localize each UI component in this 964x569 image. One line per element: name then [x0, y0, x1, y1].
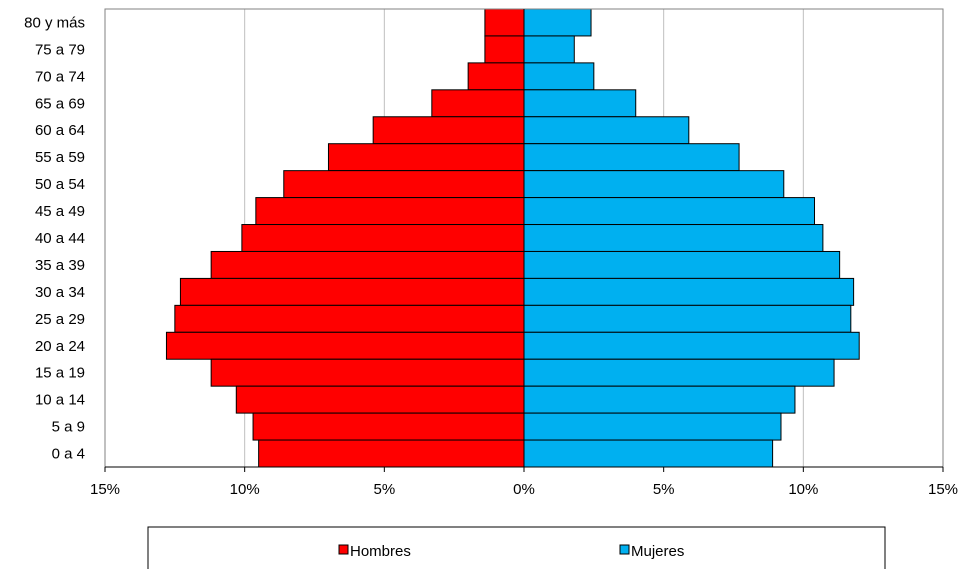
bar-hombres: [283, 170, 525, 199]
y-tick-labels: 80 y más 75 a 79 70 a 74 65 a 69 60 a 64 55 a…: [24, 14, 85, 462]
y-tick-label: 45 a 49: [35, 203, 85, 220]
bar-mujeres: [523, 143, 740, 172]
bars: [165, 8, 860, 468]
bar-mujeres: [523, 439, 774, 468]
bar-hombres: [327, 143, 525, 172]
bar-mujeres: [523, 358, 835, 387]
bar-mujeres: [523, 250, 841, 279]
legend-swatch-mujeres: [619, 544, 630, 555]
bar-mujeres: [523, 89, 637, 118]
bar-hombres: [258, 439, 525, 468]
y-tick-label: 10 a 14: [35, 392, 85, 409]
bar-mujeres: [523, 331, 860, 360]
bar-mujeres: [523, 116, 690, 145]
bar-mujeres: [523, 8, 592, 37]
bar-mujeres: [523, 170, 785, 199]
bar-hombres: [252, 412, 525, 441]
y-tick-label: 70 a 74: [35, 68, 85, 85]
x-tick-label: 5%: [373, 481, 395, 498]
y-tick-label: 60 a 64: [35, 122, 85, 139]
legend: Hombres Mujeres: [147, 526, 886, 569]
bar-hombres: [255, 197, 525, 226]
bar-mujeres: [523, 412, 782, 441]
y-tick-label: 35 a 39: [35, 257, 85, 274]
x-tick-labels: 15% 10% 5% 0% 5% 10% 15%: [90, 481, 958, 498]
x-tick-label: 5%: [653, 481, 675, 498]
bar-hombres: [241, 224, 525, 252]
bar-hombres: [484, 8, 525, 37]
bar-mujeres: [523, 197, 816, 226]
legend-box: [147, 526, 886, 569]
x-tick-label: 15%: [928, 481, 958, 498]
x-tick-label: 15%: [90, 481, 120, 498]
y-tick-label: 75 a 79: [35, 41, 85, 58]
y-tick-label: 50 a 54: [35, 176, 85, 193]
bar-mujeres: [523, 224, 824, 252]
y-tick-label: 0 a 4: [52, 446, 85, 463]
x-tick-label: 10%: [230, 481, 260, 498]
bar-hombres: [210, 358, 525, 387]
bar-hombres: [372, 116, 525, 145]
bar-hombres: [165, 331, 525, 360]
bar-mujeres: [523, 304, 852, 333]
bar-mujeres: [523, 35, 575, 64]
bar-hombres: [431, 89, 525, 118]
y-tick-label: 20 a 24: [35, 338, 85, 355]
bar-hombres: [484, 35, 525, 64]
legend-label-hombres: Hombres: [350, 543, 411, 560]
legend-label-mujeres: Mujeres: [631, 543, 684, 560]
y-tick-label: 80 y más: [24, 14, 85, 31]
y-tick-label: 15 a 19: [35, 365, 85, 382]
x-tick-label: 10%: [788, 481, 818, 498]
bar-mujeres: [523, 385, 796, 414]
bar-mujeres: [523, 277, 855, 306]
y-tick-label: 40 a 44: [35, 230, 85, 247]
y-tick-label: 5 a 9: [52, 419, 85, 436]
bar-hombres: [467, 62, 525, 91]
y-tick-label: 65 a 69: [35, 95, 85, 112]
legend-swatch-hombres: [338, 544, 349, 555]
bar-mujeres: [523, 62, 595, 91]
bar-hombres: [179, 277, 525, 306]
y-tick-label: 55 a 59: [35, 149, 85, 166]
y-tick-label: 30 a 34: [35, 284, 85, 301]
bar-hombres: [235, 385, 525, 414]
x-tick-label: 0%: [513, 481, 535, 498]
axes: [104, 8, 944, 472]
y-tick-label: 25 a 29: [35, 311, 85, 328]
bar-hombres: [210, 250, 525, 279]
bar-hombres: [174, 304, 525, 333]
